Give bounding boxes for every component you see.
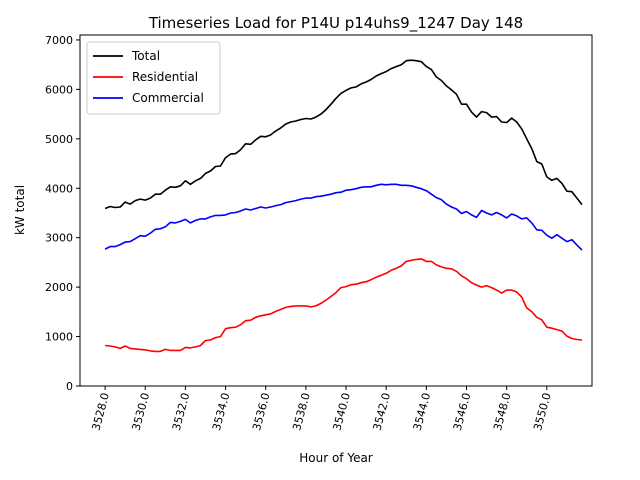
x-axis-label: Hour of Year: [299, 451, 373, 465]
legend-box: [86, 41, 221, 115]
x-tick-label: 3536.0: [250, 391, 273, 432]
series-line-total: [104, 59, 583, 210]
x-tick-label: 3534.0: [210, 391, 233, 432]
x-axis-ticks: 3528.0 3530.0 3532.0 3534.0 3536.0 3538.0 3540…: [89, 386, 554, 432]
series-lines: [104, 59, 583, 353]
x-tick-label: 3550.0: [531, 391, 554, 432]
x-tick-label: 3542.0: [371, 391, 394, 432]
legend-label-total: Total: [131, 49, 160, 63]
x-tick-label: 3540.0: [330, 391, 353, 432]
series-line-commercial: [104, 183, 583, 251]
x-tick-label: 3544.0: [411, 391, 434, 432]
y-tick-label: 2000: [45, 281, 73, 294]
x-tick-label: 3530.0: [130, 391, 153, 432]
y-tick-label: 3000: [45, 232, 73, 245]
y-tick-label: 1000: [45, 331, 73, 344]
series-line-residential: [105, 258, 583, 353]
legend-label-residential: Residential: [132, 70, 198, 84]
y-axis-label: kW total: [13, 185, 27, 235]
y-tick-label: 6000: [45, 83, 73, 96]
plot-area: [79, 34, 593, 387]
chart-title: Timeseries Load for P14U p14uhs9_1247 Da…: [148, 14, 523, 33]
x-tick-label: 3538.0: [290, 391, 313, 432]
y-tick-label: 4000: [45, 182, 73, 195]
y-axis-ticks: 0 1000 2000 3000 4000 5000 6000 7000: [45, 34, 80, 393]
x-tick-label: 3548.0: [491, 391, 514, 432]
y-tick-label: 7000: [45, 34, 73, 47]
y-tick-label: 5000: [45, 133, 73, 146]
legend-label-commercial: Commercial: [132, 91, 204, 105]
x-tick-label: 3532.0: [170, 391, 193, 432]
y-tick-label: 0: [66, 380, 73, 393]
x-tick-label: 3546.0: [451, 391, 474, 432]
x-tick-label: 3528.0: [89, 391, 112, 432]
legend: Total Residential Commercial: [86, 41, 221, 115]
